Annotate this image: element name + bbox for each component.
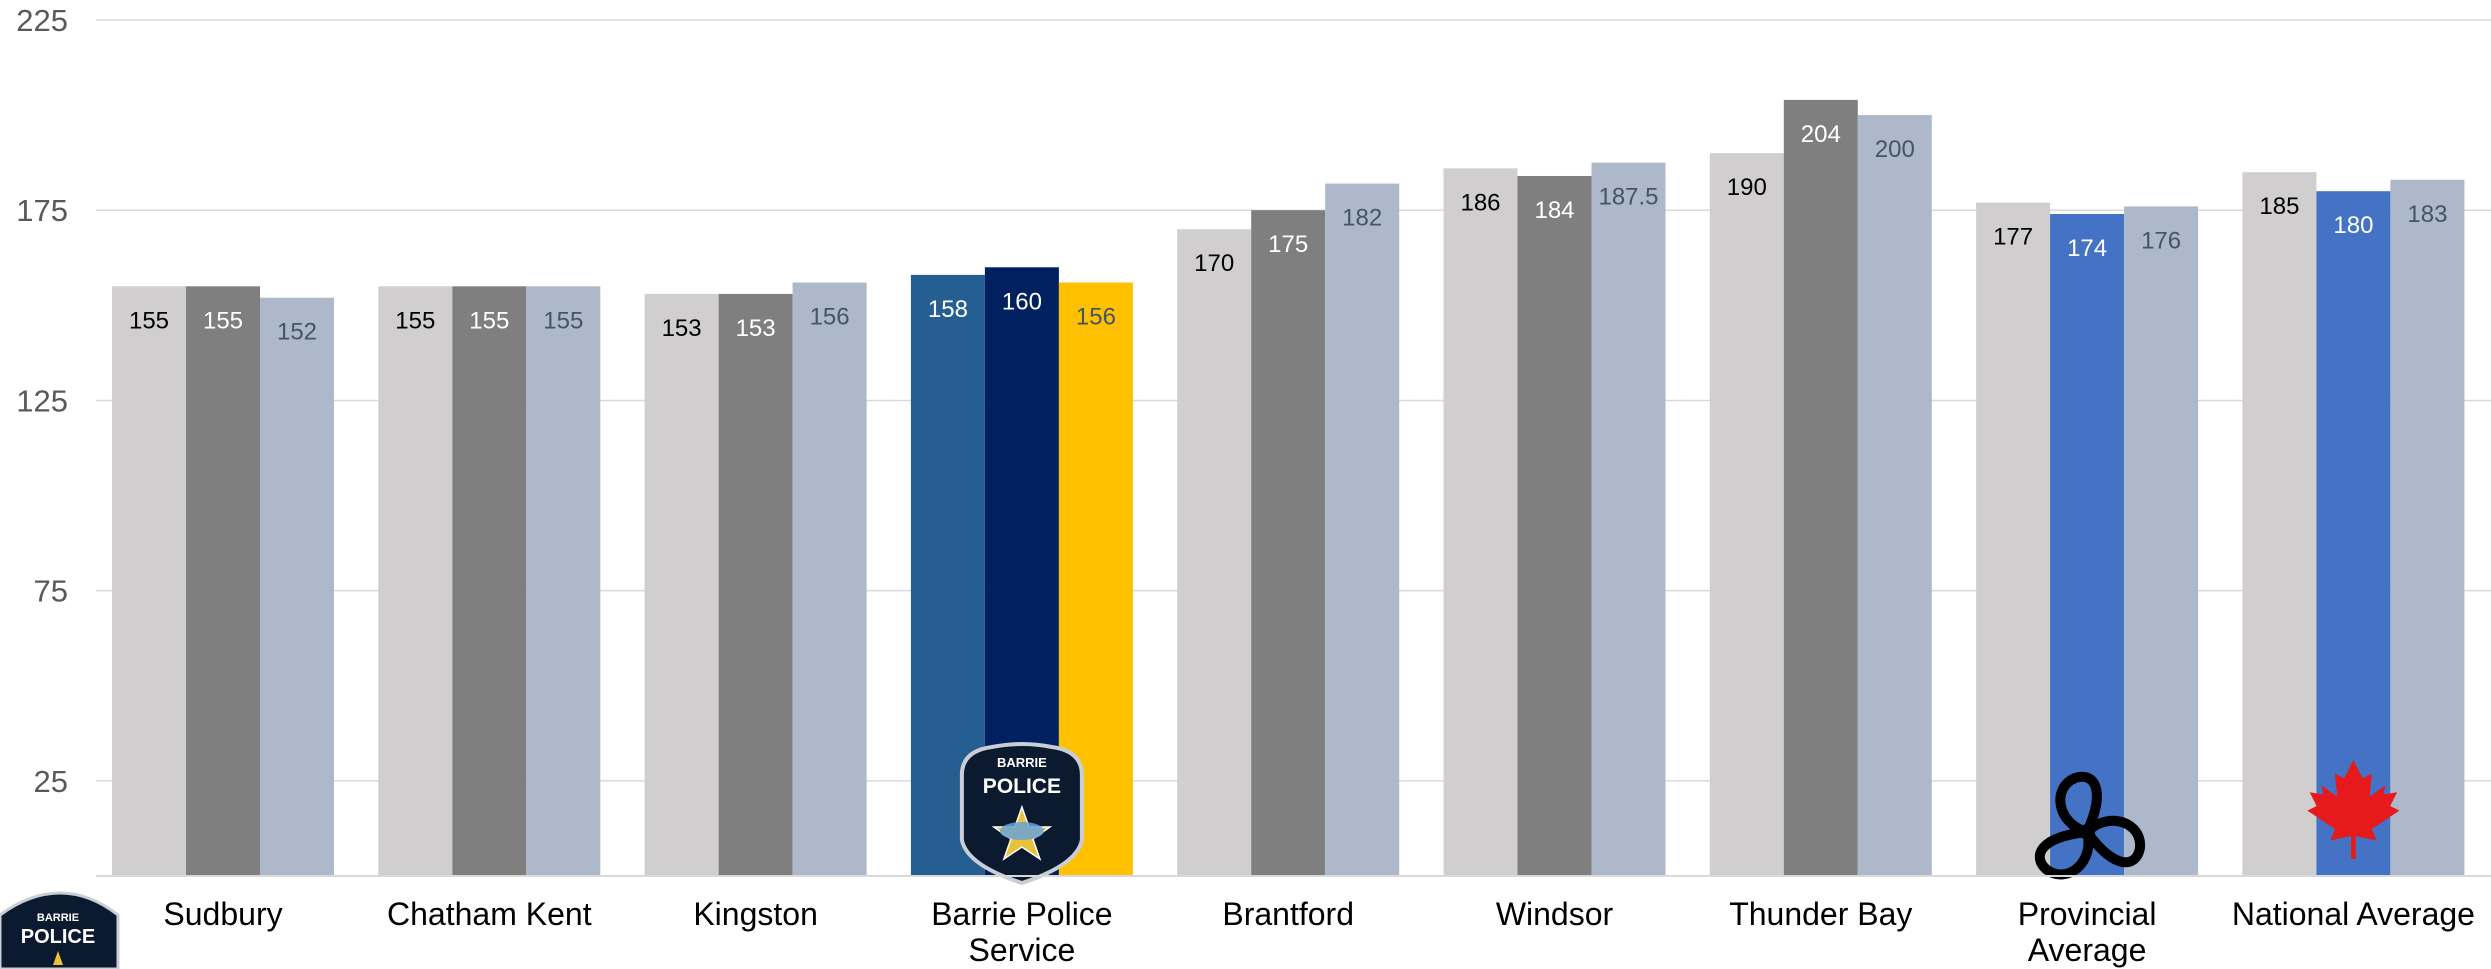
bar-series-group bbox=[112, 99, 2465, 877]
bar-national-average-1 bbox=[2242, 172, 2317, 876]
data-label: 156 bbox=[1076, 304, 1116, 331]
data-label: 185 bbox=[2259, 193, 2299, 220]
data-label: 180 bbox=[2333, 212, 2373, 239]
category-label: National Average bbox=[2232, 896, 2475, 932]
category-icons-group: BARRIE POLICE bbox=[959, 742, 2400, 886]
data-label: 155 bbox=[129, 307, 169, 334]
bar-kingston-3 bbox=[792, 282, 867, 876]
bar-chatham-kent-3 bbox=[526, 286, 601, 876]
corner-logo-line2: POLICE bbox=[21, 926, 95, 948]
corner-logo-line1: BARRIE bbox=[37, 912, 79, 924]
bar-brantford-2 bbox=[1251, 210, 1326, 876]
data-label: 155 bbox=[203, 307, 243, 334]
y-tick-label: 175 bbox=[16, 193, 68, 228]
data-label: 184 bbox=[1534, 197, 1574, 224]
data-label: 183 bbox=[2407, 201, 2447, 228]
bar-kingston-1 bbox=[644, 293, 719, 876]
bar-national-average-3 bbox=[2390, 179, 2465, 876]
barrie-police-badge-icon: BARRIE POLICE bbox=[0, 891, 120, 969]
data-label: 155 bbox=[469, 307, 509, 334]
bar-provincial-average-2 bbox=[2050, 214, 2125, 876]
bar-provincial-average-1 bbox=[1976, 202, 2051, 876]
y-axis-tick-labels: 25 75 125 175 225 bbox=[16, 3, 68, 799]
bar-brantford-3 bbox=[1325, 183, 1400, 876]
bar-sudbury-1 bbox=[112, 286, 186, 876]
category-label: Kingston bbox=[693, 896, 818, 932]
data-label: 176 bbox=[2141, 227, 2181, 254]
bar-kingston-2 bbox=[718, 293, 793, 876]
y-tick-label: 75 bbox=[34, 574, 68, 609]
bar-sudbury-2 bbox=[186, 286, 260, 876]
y-tick-label: 125 bbox=[16, 383, 68, 418]
category-label: Thunder Bay bbox=[1729, 896, 1912, 932]
bar-windsor-3 bbox=[1591, 162, 1666, 876]
category-label: Sudbury bbox=[163, 896, 282, 932]
bar-thunder-bay-3 bbox=[1857, 115, 1932, 877]
category-label: Chatham Kent bbox=[387, 896, 592, 932]
bar-chatham-kent-2 bbox=[452, 286, 527, 876]
data-label: 152 bbox=[277, 319, 317, 346]
data-label: 182 bbox=[1342, 205, 1382, 232]
data-label: 153 bbox=[662, 315, 702, 342]
bar-windsor-2 bbox=[1517, 175, 1592, 876]
canada-maple-leaf-icon bbox=[2307, 760, 2400, 859]
category-label: Windsor bbox=[1496, 896, 1614, 932]
data-labels-group: 155 155 152 155 155 155 153 153 156 158 160 156 170 1… bbox=[129, 121, 2447, 346]
data-label: 204 bbox=[1801, 121, 1841, 148]
data-label: 175 bbox=[1268, 231, 1308, 258]
data-label: 190 bbox=[1727, 174, 1767, 201]
category-labels-group: Sudbury Chatham Kent Kingston Barrie Police… bbox=[163, 896, 2475, 968]
y-tick-label: 225 bbox=[16, 3, 68, 38]
data-label: 200 bbox=[1875, 136, 1915, 163]
category-label: Provincial Average bbox=[2018, 896, 2157, 968]
data-label: 170 bbox=[1194, 250, 1234, 277]
data-label: 174 bbox=[2067, 235, 2107, 262]
y-tick-label: 25 bbox=[34, 764, 68, 799]
bar-thunder-bay-2 bbox=[1783, 99, 1858, 877]
data-label: 155 bbox=[395, 307, 435, 334]
barrie-police-badge-icon: BARRIE POLICE bbox=[959, 742, 1084, 886]
data-label: 158 bbox=[928, 296, 968, 323]
data-label: 156 bbox=[810, 304, 850, 331]
bar-brantford-1 bbox=[1177, 229, 1252, 876]
badge-line2: POLICE bbox=[983, 775, 1061, 798]
ontario-trillium-icon bbox=[2034, 771, 2145, 880]
data-label: 187.5 bbox=[1598, 184, 1658, 211]
data-label: 177 bbox=[1993, 224, 2033, 251]
bar-provincial-average-3 bbox=[2124, 206, 2199, 876]
bar-chatham-kent-1 bbox=[378, 286, 453, 876]
badge-line1: BARRIE bbox=[997, 755, 1047, 770]
data-label: 155 bbox=[543, 307, 583, 334]
bar-thunder-bay-1 bbox=[1709, 153, 1784, 877]
data-label: 160 bbox=[1002, 288, 1042, 315]
data-label: 186 bbox=[1460, 189, 1500, 216]
category-label: Brantford bbox=[1222, 896, 1354, 932]
bar-sudbury-3 bbox=[260, 297, 334, 876]
bar-windsor-1 bbox=[1443, 168, 1518, 876]
data-label: 153 bbox=[736, 315, 776, 342]
category-label: Barrie Police Service bbox=[931, 896, 1112, 968]
